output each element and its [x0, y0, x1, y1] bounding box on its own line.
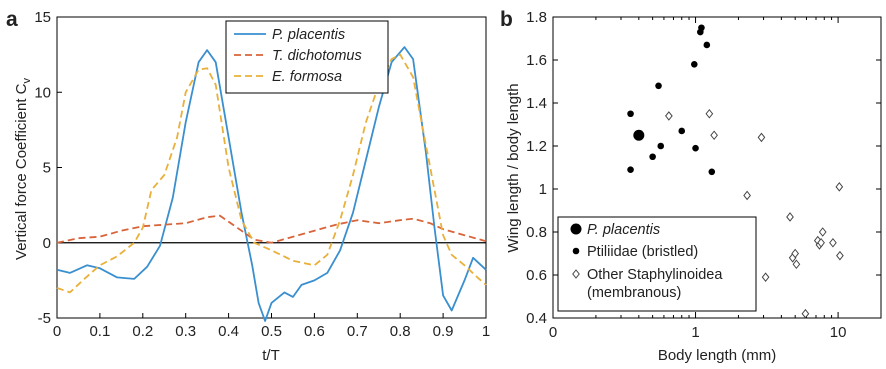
panel-a-label: a — [6, 8, 18, 31]
scatter-point — [757, 132, 766, 143]
scatter-point — [705, 108, 714, 119]
scatter-point — [627, 166, 634, 173]
chart-b-y-tick-label: 0.4 — [526, 310, 547, 327]
chart-b-legend-box — [557, 216, 757, 312]
series-line-t-dichotomus — [56, 214, 487, 244]
scatter-point — [761, 272, 770, 282]
scatter-point — [835, 182, 844, 192]
scatter-point — [710, 130, 718, 141]
chart-b-y-tick-label: 0.6 — [526, 267, 547, 284]
legend-marker — [572, 247, 580, 255]
chart-a-x-tick-label: 0.8 — [390, 323, 411, 340]
chart-b: 0 1 10 0.4 0.6 0.8 1 1.2 1.4 1.6 1.8 Body length … — [505, 9, 882, 364]
chart-a-x-tick-label: 0.9 — [433, 323, 454, 340]
legend-marker — [572, 269, 580, 279]
chart-b-x-ticks: 0 1 10 — [549, 17, 882, 341]
chart-b-x-tick-label: 0 — [549, 324, 557, 341]
scatter-point — [791, 248, 800, 259]
chart-a-y-tick-label: 15 — [34, 9, 51, 26]
chart-b-x-tick-label: 10 — [830, 324, 847, 341]
chart-b-x-label: Body length (mm) — [658, 347, 776, 364]
scatter-point — [708, 168, 716, 176]
chart-a-y-tick-label: 10 — [34, 84, 51, 101]
scatter-point — [801, 308, 810, 319]
scatter-point — [690, 61, 698, 68]
legend-label: P. placentis — [587, 222, 660, 238]
chart-b-legend: P. placentis Ptiliidae (bristled) Other St… — [557, 216, 757, 312]
chart-b-y-tick-label: 1 — [539, 181, 547, 198]
scatter-point — [836, 250, 844, 261]
chart-a-x-tick-label: 0 — [53, 323, 61, 340]
legend-label: T. dichotomus — [272, 48, 362, 64]
chart-b-y-tick-label: 1.2 — [526, 138, 547, 155]
chart-a-x-ticks: 0 0.1 0.2 0.3 0.4 0.5 0.6 0.7 0.8 0.9 1 — [53, 313, 490, 340]
chart-b-y-tick-label: 1.6 — [526, 52, 547, 69]
scatter-point — [817, 237, 825, 248]
legend-label: Other Staphylinoidea — [587, 267, 723, 283]
chart-b-series — [627, 24, 844, 319]
chart-a-legend-box — [225, 20, 389, 94]
scatter-point — [786, 212, 794, 222]
scatter-point — [665, 111, 673, 121]
scatter-point — [743, 190, 751, 201]
chart-a-y-label-main: Vertical force Coefficient C — [13, 83, 30, 260]
chart-a-y-label-sub: v — [21, 78, 33, 84]
legend-label: Ptiliidae (bristled) — [587, 244, 698, 260]
chart-a-x-tick-label: 0.7 — [347, 323, 368, 340]
chart-b-y-tick-label: 0.8 — [526, 224, 547, 241]
chart-a-x-tick-label: 0.5 — [261, 323, 282, 340]
scatter-point — [703, 41, 711, 49]
chart-b-frame — [552, 16, 882, 319]
chart-a-y-tick-label: -5 — [38, 310, 51, 327]
panel-b-label: b — [500, 8, 513, 31]
scatter-point — [657, 142, 665, 150]
chart-b-y-tick-label: 1.4 — [526, 95, 547, 112]
scatter-point — [655, 82, 662, 90]
scatter-point — [829, 237, 837, 248]
chart-a-x-tick-label: 0.4 — [218, 323, 239, 340]
scatter-point — [633, 129, 645, 141]
scatter-point — [818, 227, 827, 237]
scatter-point — [678, 127, 686, 135]
chart-b-x-tick-label: 1 — [691, 324, 699, 341]
chart-a-x-label: t/T — [262, 347, 280, 364]
legend-label: E. formosa — [272, 69, 342, 85]
chart-a-x-tick-label: 0.3 — [175, 323, 196, 340]
chart-a-y-ticks: -5 0 5 10 15 — [34, 9, 62, 327]
scatter-point — [627, 110, 634, 118]
chart-a-y-label: Vertical force Coefficient Cv — [13, 78, 33, 260]
chart-a-x-tick-label: 1 — [482, 323, 490, 340]
scatter-point — [792, 259, 801, 270]
legend-label: P. placentis — [272, 27, 345, 43]
chart-a-y-tick-label: 0 — [43, 235, 51, 252]
chart-a-legend: P. placentis T. dichotomus E. formosa — [225, 20, 389, 94]
legend-label-line2: (membranous) — [587, 285, 681, 301]
scatter-point — [698, 24, 705, 32]
legend-marker — [570, 223, 582, 235]
chart-a-x-tick-label: 0.6 — [304, 323, 325, 340]
chart-a-x-tick-label: 0.2 — [132, 323, 153, 340]
chart-b-y-tick-label: 1.8 — [526, 9, 547, 26]
scatter-point — [649, 153, 656, 161]
chart-a-series — [56, 46, 487, 322]
chart-b-y-ticks: 0.4 0.6 0.8 1 1.2 1.4 1.6 1.8 — [526, 9, 881, 327]
chart-b-y-label: Wing length / body length — [505, 83, 522, 252]
chart-a-x-tick-label: 0.1 — [89, 323, 110, 340]
scatter-point — [692, 144, 699, 152]
chart-a-y-tick-label: 5 — [43, 160, 51, 177]
